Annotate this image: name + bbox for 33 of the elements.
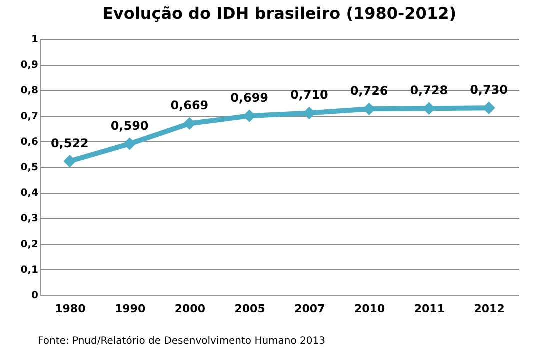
y-tick-label: 0,6 (20, 136, 39, 148)
x-tick-label: 2007 (294, 302, 326, 316)
source-note: Fonte: Pnud/Relatório de Desenvolvimento Humano 2013 (38, 336, 327, 347)
x-tick-label: 2011 (414, 302, 445, 316)
x-tick-label: 1980 (55, 302, 86, 316)
x-tick-label: 2005 (234, 302, 266, 316)
x-tick-label: 2000 (174, 302, 206, 316)
y-tick-label: 0,3 (20, 214, 39, 225)
y-tick-label: 0,1 (20, 264, 39, 276)
chart-title: Evolução do IDH brasileiro (1980-2012) (102, 4, 457, 23)
x-tick-label: 1990 (115, 302, 146, 316)
data-label: 0,726 (350, 84, 388, 98)
y-tick-label: 0,7 (20, 111, 39, 122)
data-label: 0,590 (110, 118, 149, 133)
y-tick-label: 0 (32, 290, 39, 302)
y-tick-label: 0,8 (20, 86, 39, 97)
x-tick-label: 2012 (474, 302, 505, 316)
y-tick-label: 0,9 (20, 60, 39, 72)
y-tick-label: 0,4 (20, 188, 39, 200)
data-label: 0,669 (170, 98, 209, 113)
point (64, 155, 76, 168)
y-tick-label: 0,5 (20, 162, 39, 174)
data-label: 0,730 (470, 83, 508, 98)
y-tick-label: 0,2 (20, 239, 39, 250)
point (303, 106, 316, 120)
x-tick-label: 2010 (354, 302, 386, 316)
data-label: 0,522 (50, 136, 89, 150)
data-label: 0,699 (230, 91, 269, 106)
data-label: 0,710 (290, 88, 328, 102)
point (123, 138, 136, 150)
point (183, 117, 196, 130)
data-label: 0,728 (410, 84, 448, 98)
y-tick-label: 1 (32, 34, 39, 46)
